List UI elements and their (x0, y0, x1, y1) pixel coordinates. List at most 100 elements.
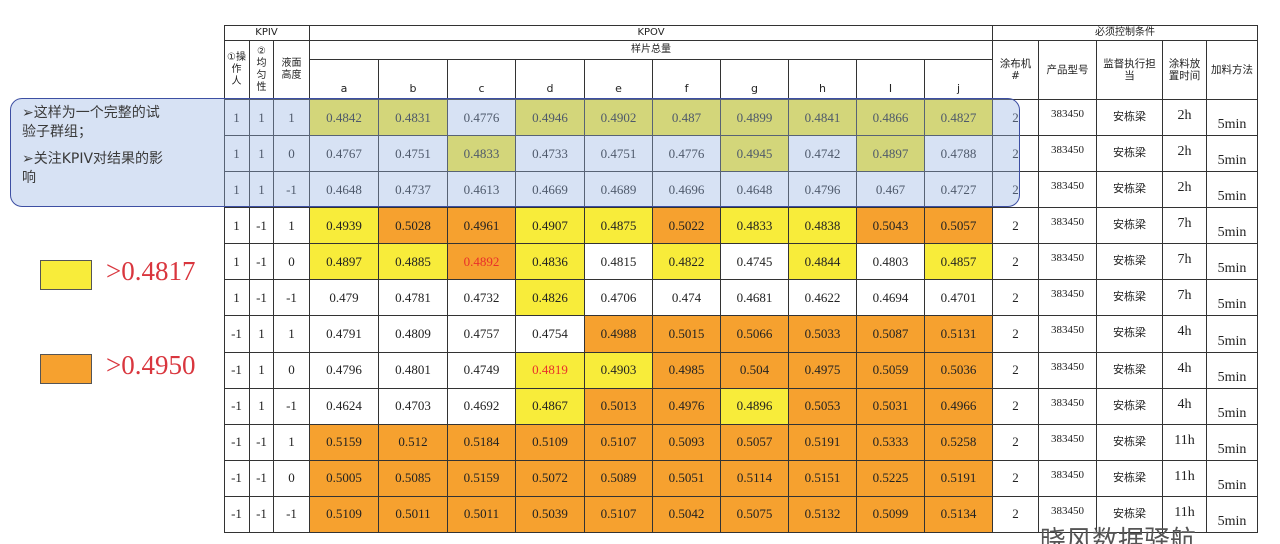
column-header: I (857, 60, 925, 100)
column-header: 监督执行担当 (1097, 41, 1163, 100)
table-cell: -1 (250, 496, 274, 533)
table-cell: 0.5087 (857, 316, 925, 353)
table-cell: 2h (1163, 136, 1207, 173)
table-cell: 0.4692 (448, 388, 516, 425)
table-cell: 0.487 (653, 100, 721, 137)
table-cell: 0 (274, 136, 310, 173)
table-cell: 0.5184 (448, 424, 516, 461)
table-cell: -1 (250, 424, 274, 461)
table-cell: 0 (274, 244, 310, 281)
table-cell: 0.4897 (310, 244, 379, 281)
table-cell: 安栋梁 (1097, 208, 1163, 245)
table-cell: 0.5043 (857, 208, 925, 245)
table-cell: 0.4939 (310, 208, 379, 245)
table-cell: 383450 (1039, 460, 1097, 497)
table-cell: 0.5033 (789, 316, 857, 353)
callout-text: ➢关注KPIV对结果的影响 (22, 151, 164, 186)
table-cell: 0.4946 (516, 100, 585, 137)
table-cell: 0.4822 (653, 244, 721, 281)
table-cell: 0.5011 (379, 496, 448, 533)
column-header: f (653, 60, 721, 100)
table-cell: 0.5005 (310, 460, 379, 497)
table-cell: 0.5134 (925, 496, 993, 533)
table-cell: 2 (993, 172, 1039, 209)
table-cell: 4h (1163, 352, 1207, 389)
table-cell: 2 (993, 316, 1039, 353)
table-cell: 1 (274, 208, 310, 245)
table-cell: -1 (224, 388, 250, 425)
table-cell: 安栋梁 (1097, 496, 1163, 533)
table-cell: 2 (993, 460, 1039, 497)
table-cell: -1 (274, 388, 310, 425)
table-cell: 2 (993, 388, 1039, 425)
table-cell: 0.467 (857, 172, 925, 209)
table-cell: -1 (250, 208, 274, 245)
column-header: c (448, 60, 516, 100)
table-cell: 0.4776 (653, 136, 721, 173)
table-cell: -1 (250, 244, 274, 281)
legend-label: >0.4817 (106, 256, 196, 286)
table-cell: 0.4796 (789, 172, 857, 209)
table-cell: 0.4857 (925, 244, 993, 281)
table-cell: 0.4844 (789, 244, 857, 281)
table-cell: 0.4681 (721, 280, 789, 317)
table-cell: 0.4966 (925, 388, 993, 425)
table-cell: 0.4827 (925, 100, 993, 137)
table-cell: 2 (993, 244, 1039, 281)
table-cell: 0.5057 (721, 424, 789, 461)
table-border (224, 25, 1258, 533)
column-header: h (789, 60, 857, 100)
table-cell: 1 (224, 244, 250, 281)
table-cell: 0.4706 (585, 280, 653, 317)
table-cell: 0.4745 (721, 244, 789, 281)
table-cell: 5min (1207, 352, 1258, 389)
table-cell: 安栋梁 (1097, 280, 1163, 317)
table-cell: 383450 (1039, 352, 1097, 389)
table-cell: 0.5051 (653, 460, 721, 497)
table-cell: 0.4757 (448, 316, 516, 353)
table-cell: 0 (274, 352, 310, 389)
table-cell: 0.4945 (721, 136, 789, 173)
table-cell: 383450 (1039, 280, 1097, 317)
table-cell: 安栋梁 (1097, 460, 1163, 497)
table-cell: 5min (1207, 172, 1258, 209)
table-cell: 0.4976 (653, 388, 721, 425)
table-cell: -1 (224, 496, 250, 533)
table-cell: 2h (1163, 100, 1207, 137)
table-cell: 0.4669 (516, 172, 585, 209)
table-cell: 2 (993, 208, 1039, 245)
table-cell: 安栋梁 (1097, 316, 1163, 353)
table-cell: 2 (993, 280, 1039, 317)
column-header: 液面高度 (274, 41, 310, 100)
watermark: 晓风数据驿航 (1040, 526, 1197, 544)
table-cell: 0.4624 (310, 388, 379, 425)
table-cell: 0.5036 (925, 352, 993, 389)
table-cell: 7h (1163, 244, 1207, 281)
group-header: KPOV (310, 25, 993, 41)
table-cell: 0.4819 (516, 352, 585, 389)
table-cell: 0.5089 (585, 460, 653, 497)
table-cell: 0.4801 (379, 352, 448, 389)
table-cell: 0.4836 (516, 244, 585, 281)
table-cell: 0.5022 (653, 208, 721, 245)
table-cell: 0 (274, 460, 310, 497)
table-cell: 0.5109 (310, 496, 379, 533)
table-cell: 2 (993, 136, 1039, 173)
table-cell: 0.4622 (789, 280, 857, 317)
group-header: 必须控制条件 (993, 25, 1258, 41)
table-cell: 2h (1163, 172, 1207, 209)
table-cell: 1 (224, 172, 250, 209)
table-cell: 0.4907 (516, 208, 585, 245)
table-cell: 5min (1207, 316, 1258, 353)
table-cell: 1 (224, 208, 250, 245)
table-cell: 0.4988 (585, 316, 653, 353)
table-cell: -1 (274, 280, 310, 317)
table-cell: 11h (1163, 424, 1207, 461)
column-header: ②均匀性 (250, 41, 274, 100)
table-cell: 5min (1207, 280, 1258, 317)
table-cell: 0.4732 (448, 280, 516, 317)
table-cell: 4h (1163, 388, 1207, 425)
table-cell: 0.4833 (448, 136, 516, 173)
table-cell: 0.5053 (789, 388, 857, 425)
table-cell: 0.4803 (857, 244, 925, 281)
